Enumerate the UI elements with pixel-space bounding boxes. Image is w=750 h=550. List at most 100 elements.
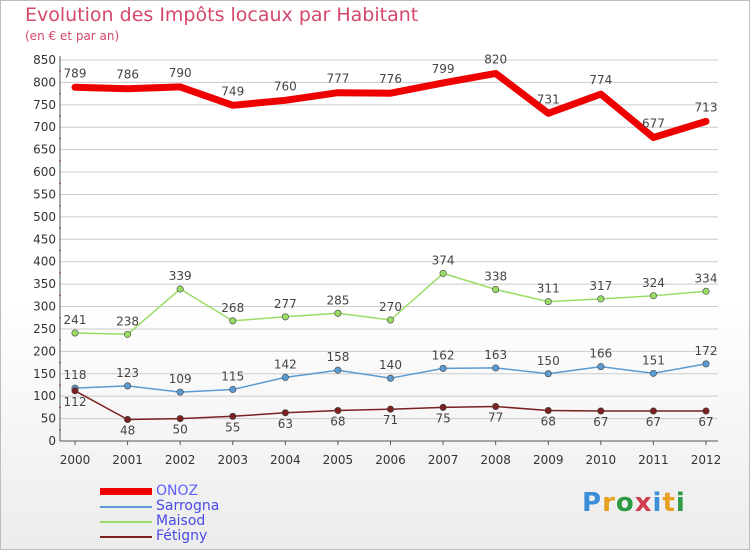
data-point-sarrogna-2007 xyxy=(439,364,447,372)
data-label-maisod-2007: 374 xyxy=(432,253,455,267)
data-label-sarrogna-2000: 118 xyxy=(64,368,87,382)
y-tick-label-100: 100 xyxy=(33,389,56,403)
data-point-sarrogna-2012 xyxy=(702,360,710,368)
proxiti-logo: Proxiti xyxy=(582,488,686,518)
y-tick-label-250: 250 xyxy=(33,322,56,336)
data-point-sarrogna-2004 xyxy=(281,373,289,381)
y-tick-label-400: 400 xyxy=(33,255,56,269)
data-label-maisod-2011: 324 xyxy=(642,276,665,290)
data-label-onoz-2003: 749 xyxy=(221,84,244,98)
data-label-maisod-2009: 311 xyxy=(537,282,560,296)
logo-letter: r xyxy=(602,488,616,518)
data-point-fetigny-2000 xyxy=(71,387,79,395)
y-tick-label-150: 150 xyxy=(33,367,56,381)
data-label-fetigny-2008: 77 xyxy=(488,410,503,424)
x-tick-label-2009: 2009 xyxy=(533,453,564,467)
y-tick-label-700: 700 xyxy=(33,120,56,134)
y-tick-label-650: 650 xyxy=(33,143,56,157)
data-point-sarrogna-2010 xyxy=(597,363,605,371)
chart-subtitle: (en € et par an) xyxy=(25,29,120,43)
data-label-sarrogna-2006: 140 xyxy=(379,358,402,372)
data-point-maisod-2004 xyxy=(281,313,289,321)
x-tick-label-2008: 2008 xyxy=(480,453,511,467)
data-label-fetigny-2004: 63 xyxy=(278,417,293,431)
y-tick-label-550: 550 xyxy=(33,187,56,201)
data-point-maisod-2011 xyxy=(649,292,657,300)
data-label-fetigny-2003: 55 xyxy=(225,420,240,434)
series-line-onoz xyxy=(71,69,710,141)
data-label-onoz-2012: 713 xyxy=(695,100,718,114)
logo-letter: i xyxy=(652,488,663,518)
x-tick-label-2003: 2003 xyxy=(217,453,248,467)
data-label-onoz-2005: 777 xyxy=(326,72,349,86)
data-label-fetigny-2009: 68 xyxy=(541,415,556,429)
data-label-fetigny-2000: 112 xyxy=(64,395,87,409)
data-label-sarrogna-2011: 151 xyxy=(642,353,665,367)
logo-letter: o xyxy=(615,488,635,518)
data-point-sarrogna-2001 xyxy=(124,382,132,390)
data-point-fetigny-2003 xyxy=(229,412,237,420)
logo-letter: i xyxy=(675,488,686,518)
data-label-sarrogna-2008: 163 xyxy=(484,348,507,362)
data-point-maisod-2000 xyxy=(71,329,79,337)
x-tick-label-2012: 2012 xyxy=(691,453,722,467)
legend-label-maisod: Maisod xyxy=(156,513,206,529)
data-point-maisod-2009 xyxy=(544,298,552,306)
chart-legend: ONOZ Sarrogna Maisod Fétigny xyxy=(100,484,400,544)
chart-title: Evolution des Impôts locaux par Habitant xyxy=(25,4,419,26)
data-point-fetigny-2006 xyxy=(386,405,394,413)
data-label-sarrogna-2012: 172 xyxy=(695,344,718,358)
y-tick-label-800: 800 xyxy=(33,75,56,89)
legend-label-sarrogna: Sarrogna xyxy=(156,498,220,514)
logo-letter: t xyxy=(662,488,676,518)
logo-letter: P xyxy=(582,488,603,518)
data-label-onoz-2009: 731 xyxy=(537,92,560,106)
y-tick-label-300: 300 xyxy=(33,300,56,314)
legend-item-maisod: Maisod xyxy=(100,514,400,529)
data-label-maisod-2000: 241 xyxy=(64,313,87,327)
data-label-sarrogna-2007: 162 xyxy=(432,348,455,362)
data-label-onoz-2008: 820 xyxy=(484,52,507,66)
data-point-fetigny-2002 xyxy=(176,415,184,423)
data-point-sarrogna-2006 xyxy=(386,374,394,382)
x-tick-label-2006: 2006 xyxy=(375,453,406,467)
x-tick-label-2007: 2007 xyxy=(428,453,459,467)
data-point-maisod-2005 xyxy=(334,309,342,317)
legend-label-onoz: ONOZ xyxy=(156,483,199,499)
data-point-maisod-2008 xyxy=(492,285,500,293)
data-label-sarrogna-2010: 166 xyxy=(589,347,612,361)
y-tick-label-850: 850 xyxy=(33,53,56,67)
y-tick-label-200: 200 xyxy=(33,344,56,358)
data-point-sarrogna-2011 xyxy=(649,369,657,377)
data-label-onoz-2011: 677 xyxy=(642,117,665,131)
data-point-fetigny-2001 xyxy=(124,415,132,423)
logo-letter: x xyxy=(634,488,653,518)
data-label-maisod-2003: 268 xyxy=(221,301,244,315)
data-label-sarrogna-2009: 150 xyxy=(537,354,560,368)
y-tick-label-600: 600 xyxy=(33,165,56,179)
data-label-maisod-2002: 339 xyxy=(169,269,192,283)
data-label-maisod-2010: 317 xyxy=(589,279,612,293)
data-label-maisod-2012: 334 xyxy=(695,271,718,285)
data-label-sarrogna-2004: 142 xyxy=(274,357,297,371)
data-label-fetigny-2011: 67 xyxy=(646,415,661,429)
data-label-maisod-2008: 338 xyxy=(484,269,507,283)
data-point-fetigny-2012 xyxy=(702,407,710,415)
data-label-onoz-2001: 786 xyxy=(116,68,139,82)
y-tick-label-750: 750 xyxy=(33,98,56,112)
data-point-maisod-2002 xyxy=(176,285,184,293)
legend-swatch-maisod xyxy=(100,521,152,523)
x-tick-label-2004: 2004 xyxy=(270,453,301,467)
data-label-sarrogna-2002: 109 xyxy=(169,372,192,386)
data-label-onoz-2002: 790 xyxy=(169,66,192,80)
x-tick-label-2000: 2000 xyxy=(60,453,91,467)
legend-swatch-onoz xyxy=(100,488,152,495)
legend-item-fetigny: Fétigny xyxy=(100,529,400,544)
data-label-onoz-2006: 776 xyxy=(379,72,402,86)
data-label-fetigny-2010: 67 xyxy=(593,415,608,429)
y-tick-label-350: 350 xyxy=(33,277,56,291)
data-point-fetigny-2011 xyxy=(649,407,657,415)
data-point-fetigny-2008 xyxy=(492,402,500,410)
data-point-maisod-2003 xyxy=(229,317,237,325)
